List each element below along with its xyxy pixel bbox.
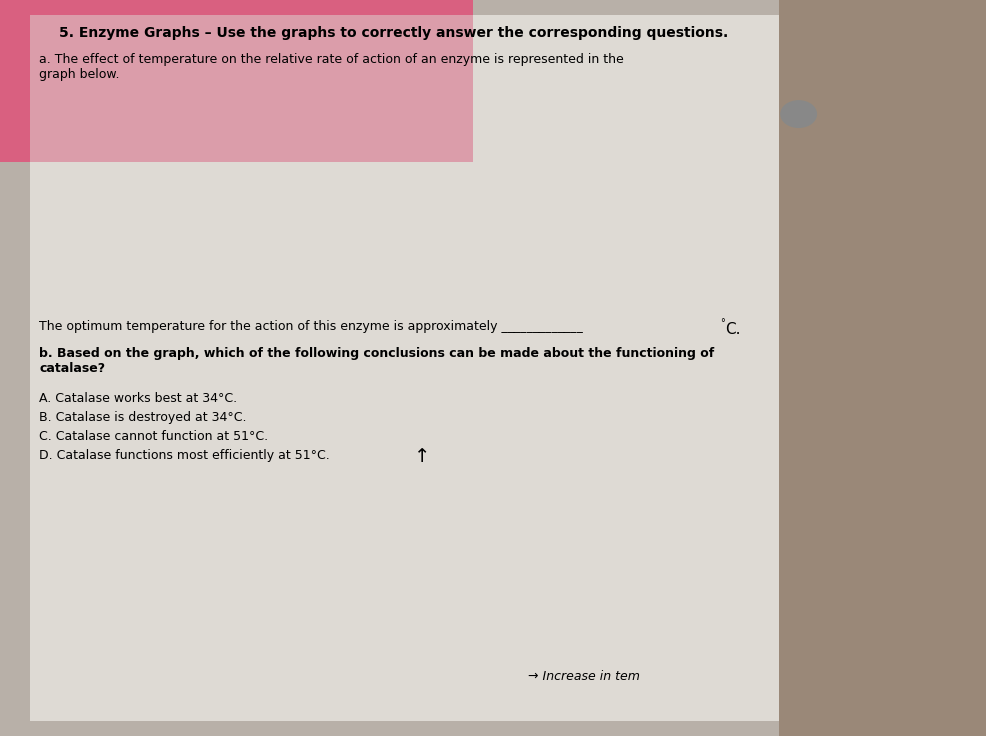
Text: a. The effect of temperature on the relative rate of action of an enzyme is repr: a. The effect of temperature on the rela… [39, 53, 624, 81]
Text: The optimum temperature for the action of this enzyme is approximately _________: The optimum temperature for the action o… [39, 320, 583, 333]
Text: 5. Enzyme Graphs – Use the graphs to correctly answer the corresponding question: 5. Enzyme Graphs – Use the graphs to cor… [59, 26, 729, 40]
Y-axis label: Relative Rate of
Enzyme Action: Relative Rate of Enzyme Action [53, 149, 75, 249]
Text: D. Catalase functions most efficiently at 51°C.: D. Catalase functions most efficiently a… [39, 449, 330, 462]
Title: Catalase Activity: Catalase Activity [574, 436, 673, 447]
Text: C. Catalase cannot function at 51°C.: C. Catalase cannot function at 51°C. [39, 430, 268, 443]
Text: C.: C. [725, 322, 740, 336]
Text: b. Based on the graph, which of the following conclusions can be made about the : b. Based on the graph, which of the foll… [39, 347, 715, 375]
Y-axis label: Percent Increase in Oxygen per Minute: Percent Increase in Oxygen per Minute [459, 473, 468, 643]
Text: → Increase in tem: → Increase in tem [528, 670, 639, 683]
Text: B. Catalase is destroyed at 34°C.: B. Catalase is destroyed at 34°C. [39, 411, 246, 424]
Text: °: ° [720, 318, 725, 328]
X-axis label: Temperature (°C): Temperature (°C) [189, 323, 304, 336]
Text: ↑: ↑ [414, 447, 431, 467]
Text: A. Catalase works best at 34°C.: A. Catalase works best at 34°C. [39, 392, 238, 405]
X-axis label: Temperature (°C): Temperature (°C) [580, 687, 668, 696]
